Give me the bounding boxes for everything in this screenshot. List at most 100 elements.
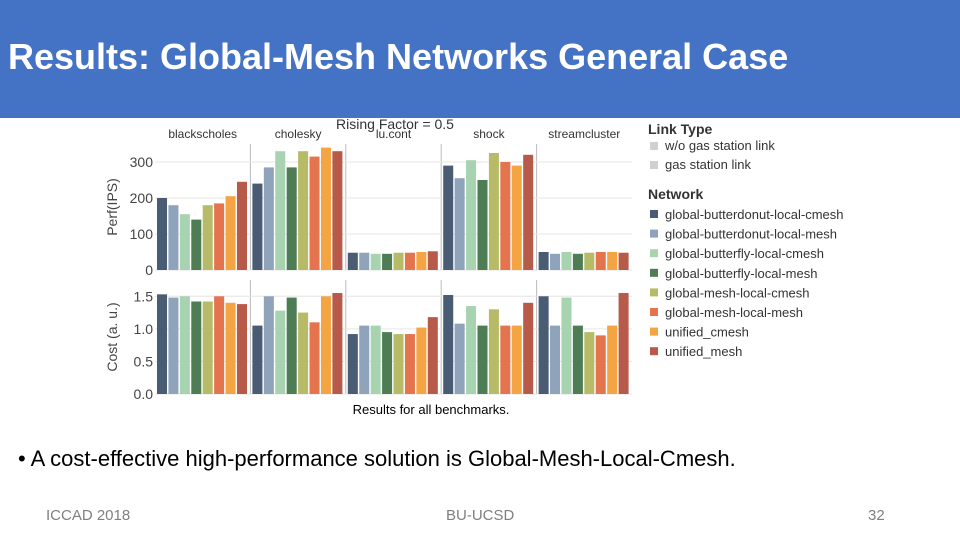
bar-perf-global-butterdonut-local-mesh-shock: [454, 178, 465, 270]
bar-perf-global-butterfly-local-mesh-shock: [477, 180, 488, 270]
page-number: 32: [868, 507, 885, 524]
y-tick-label: 300: [130, 154, 154, 170]
bar-cost-global-butterfly-local-cmesh-blackscholes: [179, 296, 190, 394]
y-tick-label: 200: [130, 190, 154, 206]
bar-perf-unified_mesh-streamcluster: [618, 252, 629, 270]
legend-swatch-global-butterfly-local-mesh: [650, 268, 658, 277]
bar-cost-global-butterfly-local-mesh-lu.cont: [382, 332, 393, 394]
bar-cost-global-butterdonut-local-mesh-cholesky: [263, 296, 274, 394]
bar-perf-global-mesh-local-cmesh-blackscholes: [202, 205, 213, 270]
bar-cost-unified_mesh-shock: [523, 302, 534, 394]
y-tick-label: 0.5: [134, 353, 154, 369]
y-tick-label: 1.0: [134, 321, 154, 337]
bar-cost-unified_mesh-streamcluster: [618, 293, 629, 394]
legend-swatch-global-mesh-local-cmesh: [650, 288, 658, 297]
legend-swatch-global-butterdonut-local-cmesh: [650, 210, 658, 218]
bar-perf-global-butterfly-local-cmesh-lu.cont: [370, 253, 381, 270]
y-axis-label: Perf(IPS): [104, 178, 120, 236]
bar-perf-unified_mesh-blackscholes: [236, 181, 247, 270]
bar-perf-global-butterfly-local-mesh-streamcluster: [572, 253, 583, 270]
bar-cost-global-mesh-local-cmesh-blackscholes: [202, 301, 213, 394]
bar-perf-global-butterdonut-local-mesh-lu.cont: [359, 252, 370, 270]
bar-perf-unified_cmesh-streamcluster: [607, 252, 618, 270]
bar-perf-global-mesh-local-mesh-streamcluster: [595, 252, 606, 270]
legend-label-global-butterfly-local-cmesh: global-butterfly-local-cmesh: [665, 246, 824, 261]
bar-perf-global-mesh-local-mesh-lu.cont: [404, 252, 415, 270]
bar-cost-global-mesh-local-mesh-cholesky: [309, 322, 320, 394]
legend-swatch-global-butterdonut-local-mesh: [650, 229, 658, 238]
bar-cost-unified_mesh-cholesky: [332, 293, 343, 394]
benchmark-chart: Rising Factor = 0.5 blackscholes cholesky…: [95, 116, 885, 402]
bar-cost-global-mesh-local-mesh-shock: [500, 325, 511, 394]
bar-perf-global-mesh-local-cmesh-lu.cont: [393, 252, 404, 270]
footer-affiliation: BU-UCSD: [446, 507, 515, 524]
legend-link-type-label: gas station link: [665, 157, 751, 172]
bar-perf-global-butterdonut-local-mesh-streamcluster: [550, 253, 561, 270]
bar-cost-global-butterdonut-local-cmesh-cholesky: [252, 325, 263, 394]
legend-swatch-global-mesh-local-mesh: [650, 308, 658, 316]
legend-label-global-butterdonut-local-cmesh: global-butterdonut-local-cmesh: [665, 207, 843, 222]
facet-label-blackscholes: blackscholes: [168, 127, 237, 141]
legend-label-global-mesh-local-cmesh: global-mesh-local-cmesh: [665, 285, 810, 300]
bar-cost-global-mesh-local-mesh-lu.cont: [404, 334, 415, 394]
bar-cost-global-butterfly-local-cmesh-cholesky: [275, 310, 286, 394]
bar-perf-unified_mesh-cholesky: [332, 151, 343, 270]
bar-cost-global-butterdonut-local-mesh-lu.cont: [359, 325, 370, 394]
bar-cost-unified_cmesh-blackscholes: [225, 302, 236, 394]
bar-perf-global-mesh-local-cmesh-streamcluster: [584, 252, 595, 270]
bar-perf-global-butterfly-local-cmesh-cholesky: [275, 151, 286, 270]
y-tick-label: 0: [145, 262, 153, 278]
facet-label-lu-cont: lu.cont: [376, 127, 412, 141]
bar-cost-unified_cmesh-streamcluster: [607, 325, 618, 394]
legend-label-global-butterfly-local-mesh: global-butterfly-local-mesh: [665, 266, 817, 281]
bar-perf-global-butterfly-local-mesh-lu.cont: [382, 253, 393, 270]
bar-perf-global-mesh-local-cmesh-cholesky: [298, 151, 309, 270]
bar-perf-global-butterfly-local-cmesh-shock: [466, 160, 477, 270]
bar-cost-global-butterdonut-local-mesh-shock: [454, 323, 465, 394]
chart-title: Rising Factor = 0.5: [336, 118, 454, 132]
bar-cost-global-mesh-local-cmesh-shock: [488, 309, 499, 394]
bar-cost-global-butterfly-local-mesh-blackscholes: [191, 301, 202, 394]
bar-cost-global-butterdonut-local-cmesh-blackscholes: [157, 294, 168, 394]
bar-cost-global-butterdonut-local-cmesh-lu.cont: [347, 334, 358, 394]
bar-cost-unified_cmesh-cholesky: [320, 296, 331, 394]
legend-swatch-unified_cmesh: [650, 327, 658, 336]
bar-perf-global-butterdonut-local-cmesh-lu.cont: [347, 252, 358, 270]
bullet-point: • A cost-effective high-performance solu…: [18, 446, 736, 471]
bar-cost-global-mesh-local-mesh-streamcluster: [595, 335, 606, 394]
bar-cost-unified_mesh-lu.cont: [427, 317, 438, 394]
slide-title: Results: Global-Mesh Networks General Ca…: [8, 36, 789, 77]
bar-cost-unified_mesh-blackscholes: [236, 304, 247, 394]
bar-cost-unified_cmesh-shock: [511, 325, 522, 394]
bar-cost-global-butterfly-local-cmesh-streamcluster: [561, 297, 572, 394]
bar-perf-global-butterdonut-local-mesh-cholesky: [263, 167, 274, 270]
bar-perf-global-butterfly-local-mesh-cholesky: [286, 167, 297, 270]
legend-swatch-link-type: [650, 142, 658, 150]
bar-perf-unified_cmesh-cholesky: [320, 147, 331, 270]
bar-perf-global-butterdonut-local-cmesh-streamcluster: [538, 252, 549, 270]
bar-cost-global-butterfly-local-mesh-shock: [477, 325, 488, 394]
facet-bg: [536, 144, 632, 270]
chart-area: Rising Factor = 0.5 blackscholes cholesky…: [95, 116, 885, 402]
bar-perf-global-butterdonut-local-cmesh-cholesky: [252, 183, 263, 270]
y-tick-label: 100: [130, 226, 154, 242]
bar-cost-global-butterfly-local-cmesh-lu.cont: [370, 325, 381, 394]
bar-perf-unified_mesh-lu.cont: [427, 251, 438, 270]
bar-cost-global-butterdonut-local-cmesh-shock: [443, 294, 454, 394]
legend-label-unified_mesh: unified_mesh: [665, 344, 742, 359]
bar-cost-global-butterdonut-local-mesh-blackscholes: [168, 297, 179, 394]
legend-network-title: Network: [648, 186, 703, 202]
chart-caption: Results for all benchmarks.: [352, 402, 510, 417]
legend-swatch-global-butterfly-local-cmesh: [650, 249, 658, 258]
facet-label-streamcluster: streamcluster: [548, 127, 620, 141]
bar-perf-unified_cmesh-shock: [511, 165, 522, 270]
facet-label-cholesky: cholesky: [275, 127, 322, 141]
bar-perf-global-butterfly-local-cmesh-blackscholes: [179, 214, 190, 270]
footer-conference: ICCAD 2018: [46, 507, 131, 524]
facet-bg: [345, 144, 442, 270]
y-tick-label: 0.0: [134, 386, 154, 400]
facet-label-shock: shock: [473, 127, 505, 141]
bar-perf-unified_mesh-shock: [523, 154, 534, 270]
bar-perf-global-mesh-local-mesh-blackscholes: [214, 203, 225, 270]
legend-label-unified_cmesh: unified_cmesh: [665, 325, 749, 340]
